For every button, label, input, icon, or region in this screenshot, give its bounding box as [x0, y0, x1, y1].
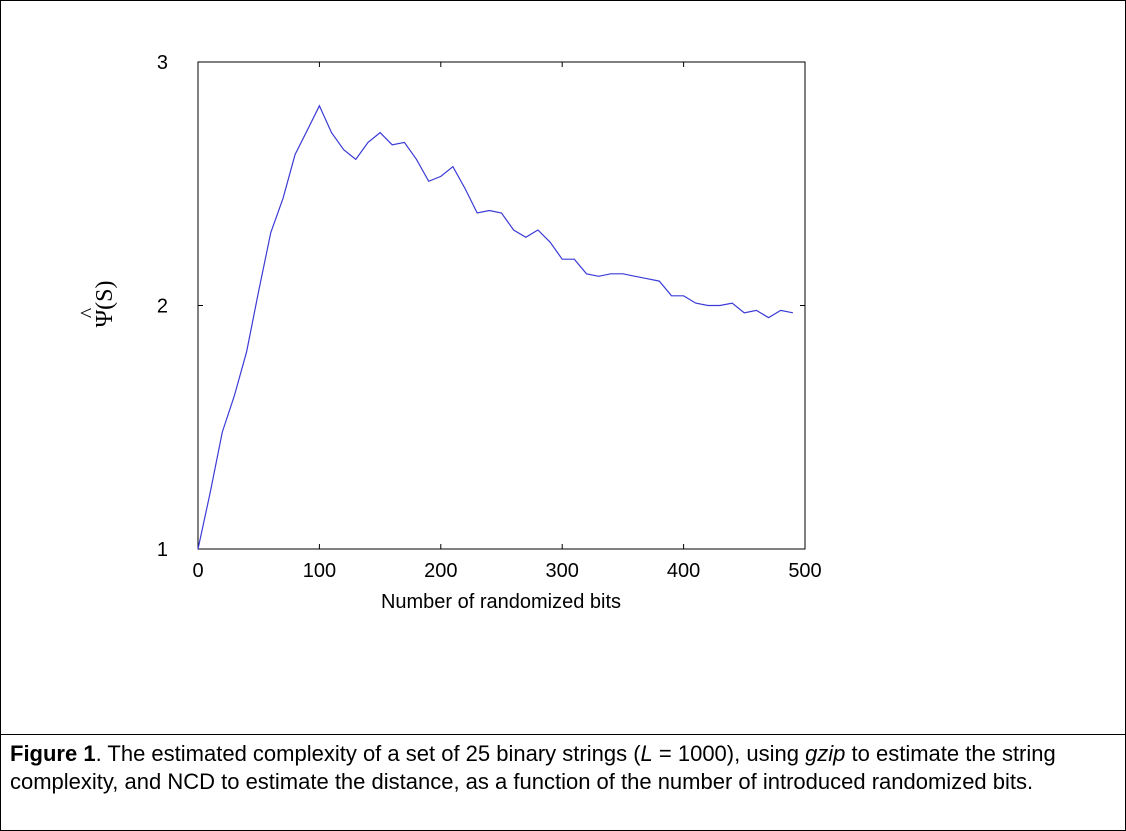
x-tick-label: 300 — [546, 560, 579, 582]
y-tick-label: 3 — [157, 52, 168, 74]
y-tick-label: 1 — [157, 539, 168, 561]
figure-caption: Figure 1. The estimated complexity of a … — [10, 740, 1110, 796]
caption-text-3: to estimate the string complexity, and N… — [10, 741, 1056, 794]
y-axis-label-symbol: Ψ — [92, 310, 118, 328]
caption-text-2: = 1000), using — [652, 741, 806, 766]
hat-accent: ^ — [75, 307, 100, 318]
line-chart: 0 100 200 300 400 500 1 2 3 Number of randomize… — [75, 52, 822, 613]
x-axis-ticks: 0 100 200 300 400 500 — [192, 62, 822, 582]
y-axis-ticks: 1 2 3 — [157, 52, 805, 561]
caption-divider — [0, 734, 1126, 735]
y-axis-label: Ψ(S) ^ — [75, 280, 118, 327]
y-tick-label: 2 — [157, 296, 168, 318]
x-axis-label: Number of randomized bits — [381, 591, 621, 613]
x-tick-label: 0 — [192, 560, 203, 582]
caption-var-l: L — [640, 741, 653, 766]
caption-label: Figure 1 — [10, 741, 96, 766]
y-axis-label-arg: (S) — [92, 280, 118, 309]
svg-text:Ψ(S): Ψ(S) — [92, 280, 118, 327]
caption-text-1: . The estimated complexity of a set of 2… — [95, 741, 641, 766]
x-tick-label: 500 — [788, 560, 821, 582]
x-tick-label: 400 — [667, 560, 700, 582]
x-tick-label: 200 — [424, 560, 457, 582]
caption-tool: gzip — [805, 741, 846, 766]
x-tick-label: 100 — [303, 560, 336, 582]
series-line — [197, 104, 794, 550]
